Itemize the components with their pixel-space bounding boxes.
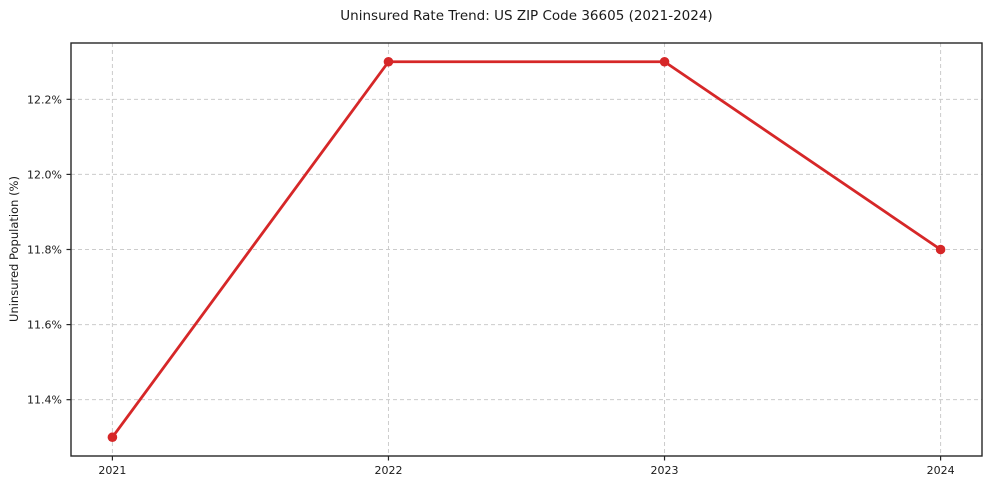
chart-title: Uninsured Rate Trend: US ZIP Code 36605 … xyxy=(340,8,713,24)
data-point xyxy=(107,432,118,443)
x-tick-label: 2021 xyxy=(98,464,126,477)
x-tick-label: 2023 xyxy=(651,464,679,477)
y-tick-label: 12.0% xyxy=(27,168,62,181)
y-tick-label: 11.6% xyxy=(27,319,62,332)
y-axis-label: Uninsured Population (%) xyxy=(7,176,21,322)
data-point xyxy=(935,244,946,255)
x-tick-label: 2024 xyxy=(927,464,955,477)
data-point xyxy=(383,56,394,67)
data-point xyxy=(659,56,670,67)
y-tick-label: 12.2% xyxy=(27,93,62,106)
y-tick-label: 11.4% xyxy=(27,394,62,407)
x-tick-label: 2022 xyxy=(374,464,402,477)
trend-line xyxy=(111,60,942,439)
y-tick-label: 11.8% xyxy=(27,244,62,257)
